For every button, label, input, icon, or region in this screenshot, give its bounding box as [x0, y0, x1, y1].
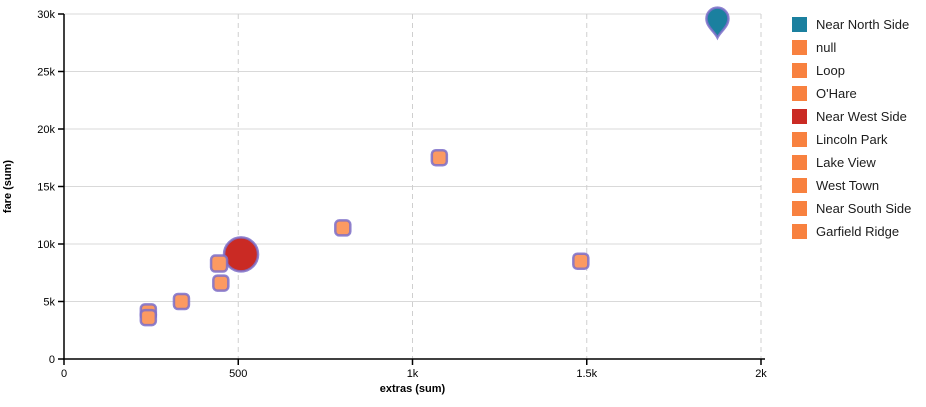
legend-item-label: Lincoln Park [816, 132, 888, 147]
legend-item-label: O'Hare [816, 86, 857, 101]
data-point-near-north-side[interactable] [705, 6, 730, 41]
plot-area: 0 5k 10k 15k 20k 25k 30k 0 500 1k 1.5k 2k extras (su… [2, 6, 767, 395]
legend-item-label: Near West Side [816, 109, 907, 124]
legend-swatch-icon [792, 86, 807, 101]
legend-swatch-icon [792, 155, 807, 170]
y-tick-label: 10k [37, 239, 55, 251]
legend-item-label: Garfield Ridge [816, 224, 900, 239]
x-axis-title: extras (sum) [380, 383, 446, 395]
legend-swatch-icon [792, 63, 807, 78]
y-tick-label: 5k [43, 297, 55, 309]
legend: Near North Side null Loop O'Hare Near West S… [780, 13, 926, 243]
scatter-plot: 0 5k 10k 15k 20k 25k 30k 0 500 1k 1.5k 2k extras (su… [2, 6, 767, 395]
x-tick-label: 2k [755, 368, 767, 380]
legend-swatch-icon [792, 178, 807, 193]
legend-item[interactable]: null [780, 36, 926, 59]
y-tick-label: 15k [37, 182, 55, 194]
y-axis-title: fare (sum) [2, 160, 14, 214]
x-tick-label: 1k [407, 368, 419, 380]
legend-item[interactable]: Near South Side [780, 197, 926, 220]
legend-item-label: Near South Side [816, 201, 912, 216]
legend-swatch-icon [792, 40, 807, 55]
data-point-garfield-ridge[interactable] [139, 308, 158, 327]
legend-item[interactable]: Lake View [780, 151, 926, 174]
x-tick-label: 0 [61, 368, 67, 380]
legend-item[interactable]: Lincoln Park [780, 128, 926, 151]
legend-item[interactable]: West Town [780, 174, 926, 197]
legend-item[interactable]: O'Hare [780, 82, 926, 105]
legend-item[interactable]: Garfield Ridge [780, 220, 926, 243]
data-point-lake-view[interactable] [212, 274, 230, 292]
y-tick-label: 0 [49, 354, 55, 366]
y-tick-label: 20k [37, 124, 55, 136]
data-point-near-west-side[interactable] [222, 236, 260, 273]
legend-swatch-icon [792, 201, 807, 216]
legend-swatch-icon [792, 132, 807, 147]
legend-item-label: Loop [816, 63, 845, 78]
x-tick-label: 500 [229, 368, 247, 380]
legend-item-label: null [816, 40, 837, 55]
legend-item-label: West Town [816, 178, 880, 193]
x-tick-label: 1.5k [576, 368, 597, 380]
data-point-null[interactable] [430, 149, 449, 167]
legend-swatch-icon [792, 109, 807, 124]
data-point-loop[interactable] [334, 219, 352, 237]
legend-item-label: Lake View [816, 155, 876, 170]
legend-item-label: Near North Side [816, 17, 910, 32]
legend-item[interactable]: Near West Side [780, 105, 926, 128]
y-tick-label: 25k [37, 67, 55, 79]
data-point-west-town[interactable] [172, 292, 191, 311]
data-point-o-hare[interactable] [572, 252, 590, 270]
data-point-lincoln-park[interactable] [209, 254, 229, 273]
legend-item[interactable]: Loop [780, 59, 926, 82]
legend-swatch-icon [792, 224, 807, 239]
y-tick-label: 30k [37, 9, 55, 21]
legend-item[interactable]: Near North Side [780, 13, 926, 36]
legend-swatch-icon [792, 17, 807, 32]
